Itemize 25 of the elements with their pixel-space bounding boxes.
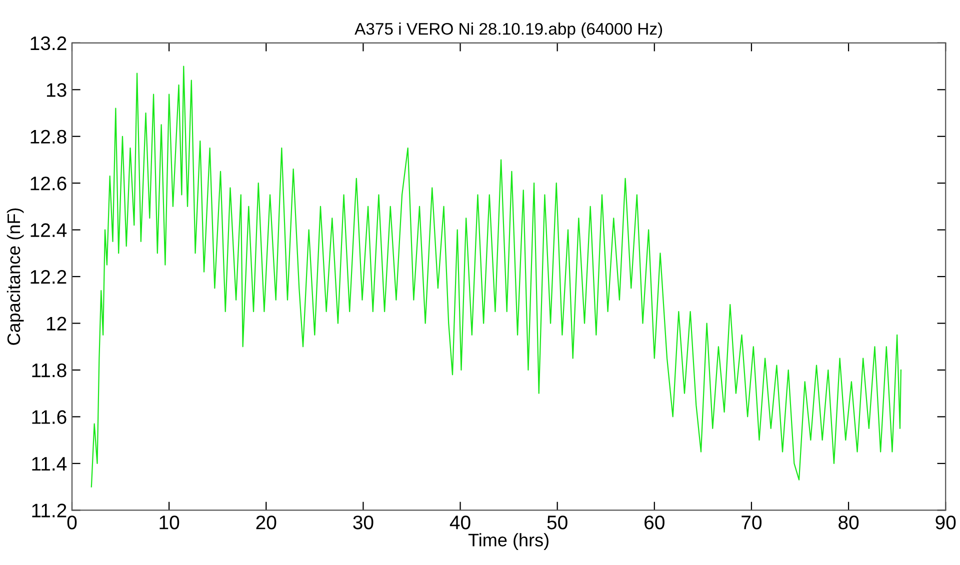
y-tick-label: 13 xyxy=(46,83,66,97)
y-tick-label: 11.6 xyxy=(32,410,66,424)
y-tick-label: 12.6 xyxy=(30,176,66,190)
x-tick-label: 70 xyxy=(742,516,762,530)
line-series xyxy=(90,66,902,488)
chart-title: A375 i VERO Ni 28.10.19.abp (64000 Hz) xyxy=(354,22,662,38)
y-tick-label: 11.4 xyxy=(32,457,67,471)
x-tick-label: 20 xyxy=(256,516,276,530)
x-axis-title: Time (hrs) xyxy=(468,533,548,550)
x-tick-label: 10 xyxy=(160,516,180,530)
y-axis-title: Capacitance (nF) xyxy=(6,208,24,345)
x-tick-label: 30 xyxy=(353,516,374,530)
x-tick-label: 50 xyxy=(547,516,568,530)
y-tick-label: 11.8 xyxy=(32,363,66,378)
y-tick-label: 13.2 xyxy=(30,36,66,50)
y-tick-label: 11.2 xyxy=(32,504,66,518)
x-tick-label: 60 xyxy=(644,516,664,530)
y-tick-label: 12 xyxy=(46,316,66,330)
y-tick-label: 12.2 xyxy=(30,270,66,284)
y-tick-label: 12.8 xyxy=(30,130,66,144)
x-tick-label: 90 xyxy=(936,516,956,530)
y-tick-label: 12.4 xyxy=(30,223,67,237)
x-tick-label: 80 xyxy=(838,516,859,530)
x-tick-label: 0 xyxy=(67,516,77,530)
x-tick-label: 40 xyxy=(450,516,470,530)
